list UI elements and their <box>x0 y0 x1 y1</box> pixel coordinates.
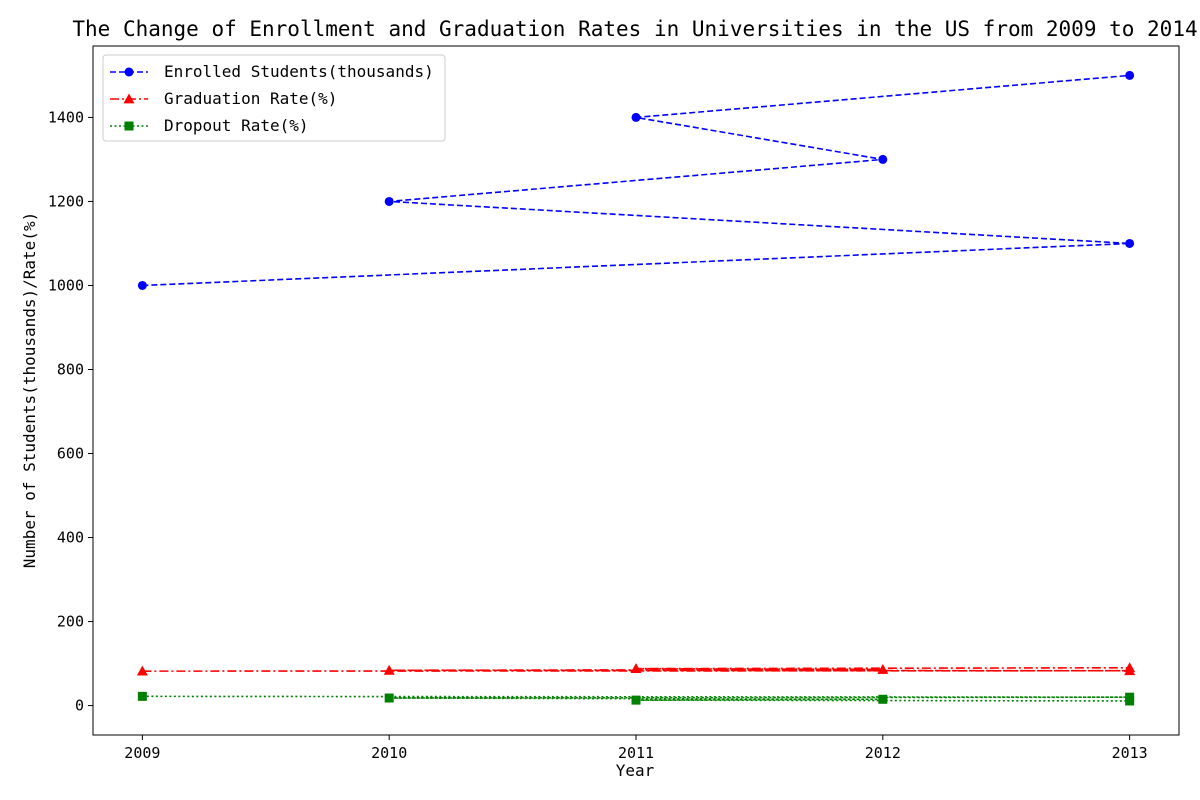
legend-label: Dropout Rate(%) <box>164 116 309 135</box>
series-1 <box>137 70 1135 290</box>
y-tick-label: 1200 <box>48 192 84 210</box>
chart-title: The Change of Enrollment and Graduation … <box>72 17 1197 41</box>
plot-frame <box>92 45 1180 736</box>
data-point <box>137 691 147 701</box>
data-point <box>631 112 641 122</box>
legend-marker <box>123 93 135 104</box>
data-point <box>384 693 394 703</box>
x-tick-label: 2009 <box>124 744 160 762</box>
legend-marker <box>124 121 134 131</box>
y-axis-label: Number of Students(thousands)/Rate(%) <box>20 212 39 568</box>
data-point <box>877 663 889 674</box>
y-tick-label: 0 <box>75 697 84 715</box>
data-point <box>137 280 147 290</box>
y-tick-label: 1400 <box>48 108 84 126</box>
legend-marker <box>124 67 134 77</box>
y-tick-label: 200 <box>57 613 84 631</box>
data-point <box>384 196 394 206</box>
data-point <box>383 664 395 675</box>
y-tick-label: 600 <box>57 445 84 463</box>
data-point <box>1125 696 1135 706</box>
data-point <box>631 695 641 705</box>
x-tick-label: 2013 <box>1112 744 1148 762</box>
y-tick-label: 400 <box>57 529 84 547</box>
data-point <box>1124 662 1136 673</box>
x-axis: 2009 2010 2011 2012 2013 <box>124 735 1148 762</box>
series-2 <box>136 662 1136 676</box>
legend-label: Graduation Rate(%) <box>164 89 337 108</box>
data-point <box>630 663 642 674</box>
data-point <box>878 694 888 704</box>
x-axis-label: Year <box>616 761 655 780</box>
series-line <box>142 74 1130 287</box>
series-3 <box>137 691 1135 706</box>
x-tick-label: 2011 <box>618 744 654 762</box>
series-layer <box>136 70 1136 706</box>
data-point <box>1125 238 1135 248</box>
legend: Enrolled Students(thousands) Graduation R… <box>102 54 446 142</box>
data-point <box>878 154 888 164</box>
legend-label: Enrolled Students(thousands) <box>164 62 434 81</box>
legend-box <box>102 54 446 142</box>
data-point <box>136 665 148 676</box>
x-tick-label: 2012 <box>865 744 901 762</box>
y-tick-label: 800 <box>57 360 84 378</box>
y-tick-label: 1000 <box>48 276 84 294</box>
x-tick-label: 2010 <box>371 744 407 762</box>
data-point <box>1125 70 1135 80</box>
y-axis: 0 200 400 600 800 1000 1200 1400 <box>48 108 93 715</box>
series-line <box>142 695 1130 702</box>
